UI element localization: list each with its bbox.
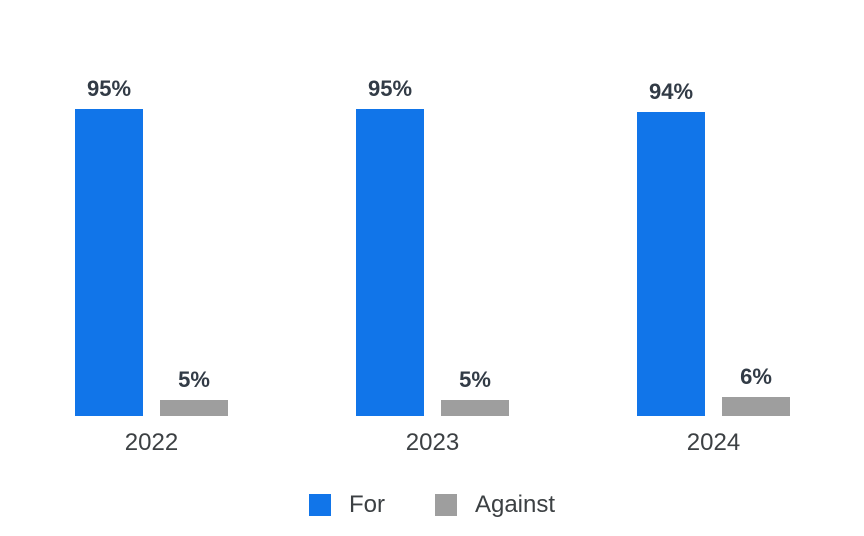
legend-label-for: For bbox=[348, 491, 385, 518]
legend-swatch-against bbox=[434, 494, 457, 516]
bar-chart-plot: 95% 5% 2022 95% 5% 2023 94% 6% 2024 bbox=[75, 78, 790, 455]
bar-group-2023: 95% 5% 2023 bbox=[356, 78, 509, 455]
bar-column-against-2024: 6% bbox=[722, 366, 790, 416]
bar-against-2024[interactable] bbox=[722, 397, 790, 416]
bar-against-2023[interactable] bbox=[441, 400, 509, 416]
chart-legend: For Against bbox=[0, 493, 864, 517]
value-label-against-2024: 6% bbox=[740, 364, 772, 389]
bar-group-2022: 95% 5% 2022 bbox=[75, 78, 228, 455]
bar-pair: 95% 5% bbox=[356, 78, 509, 416]
bar-against-2022[interactable] bbox=[160, 400, 228, 416]
value-label-against-2023: 5% bbox=[459, 367, 491, 392]
bar-for-2024[interactable] bbox=[637, 112, 705, 416]
bar-for-2022[interactable] bbox=[75, 109, 143, 416]
value-label-for-2023: 95% bbox=[367, 76, 413, 101]
bar-column-for-2024: 94% bbox=[637, 81, 705, 416]
bar-column-for-2023: 95% bbox=[356, 78, 424, 416]
value-label-for-2022: 95% bbox=[86, 76, 132, 101]
bar-pair: 95% 5% bbox=[75, 78, 228, 416]
bar-group-2024: 94% 6% 2024 bbox=[637, 81, 790, 455]
legend-item-for[interactable]: For bbox=[308, 491, 385, 518]
value-label-against-2022: 5% bbox=[178, 367, 210, 392]
value-label-for-2024: 94% bbox=[648, 79, 694, 104]
legend-label-against: Against bbox=[474, 491, 556, 518]
bar-column-against-2023: 5% bbox=[441, 369, 509, 416]
x-axis-label-2024: 2024 bbox=[686, 429, 741, 456]
bar-for-2023[interactable] bbox=[356, 109, 424, 416]
legend-swatch-for bbox=[308, 494, 331, 516]
legend-item-against[interactable]: Against bbox=[434, 491, 556, 518]
bar-column-for-2022: 95% bbox=[75, 78, 143, 416]
bar-column-against-2022: 5% bbox=[160, 369, 228, 416]
x-axis-label-2022: 2022 bbox=[124, 429, 179, 456]
bar-pair: 94% 6% bbox=[637, 81, 790, 416]
x-axis-label-2023: 2023 bbox=[405, 429, 460, 456]
